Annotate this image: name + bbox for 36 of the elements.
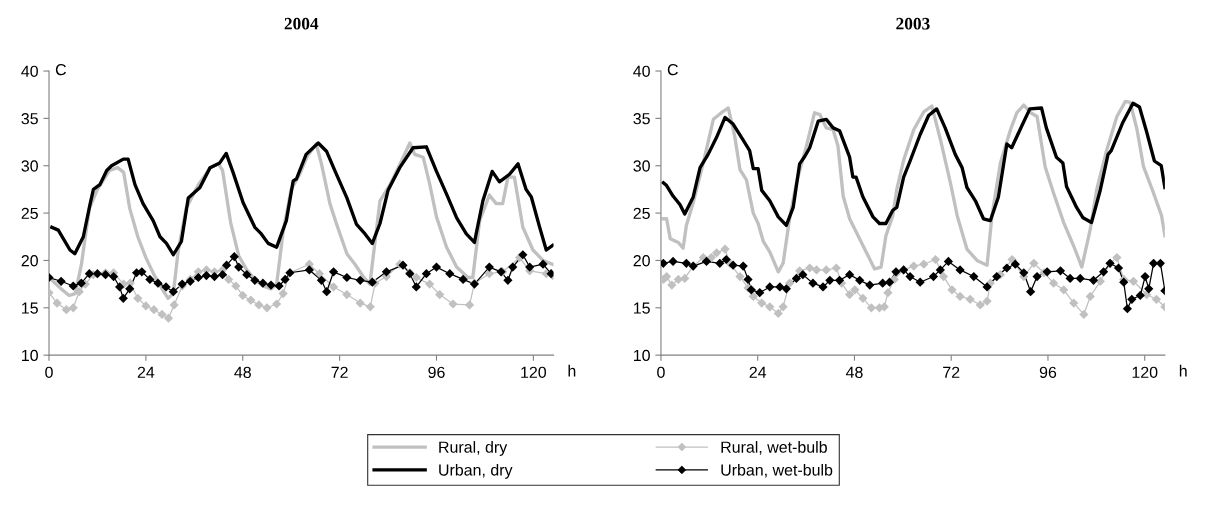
x-tick-label: 72 [331, 366, 348, 378]
y-tick-label: 35 [633, 113, 650, 125]
y-axis-title: C [667, 64, 678, 76]
y-tick-label: 10 [22, 349, 38, 362]
legend-label: Rural, dry [439, 441, 508, 456]
x-tick-label: 120 [1132, 366, 1158, 378]
y-tick-label: 15 [633, 302, 650, 314]
y-tick-label: 25 [21, 207, 38, 220]
x-axis-title: h [568, 364, 576, 377]
x-tick-label: 24 [749, 366, 767, 378]
x-tick-label: 0 [45, 366, 53, 378]
y-axis-title: C [55, 64, 66, 76]
y-tick-label: 40 [21, 65, 38, 77]
x-tick-label: 24 [137, 366, 155, 378]
chart-title: 2003 [896, 17, 930, 30]
y-tick-label: 30 [21, 160, 38, 172]
y-tick-label: 35 [21, 113, 38, 125]
x-tick-label: 0 [657, 366, 665, 378]
x-tick-label: 120 [521, 366, 547, 378]
y-tick-label: 20 [633, 255, 650, 267]
y-tick-label: 20 [21, 255, 38, 267]
legend-label: Rural, wet-bulb [721, 441, 827, 455]
x-tick-label: 48 [234, 366, 251, 378]
x-tick-label: 72 [943, 366, 960, 378]
y-tick-label: 10 [633, 349, 650, 362]
x-axis-title: h [1179, 364, 1187, 377]
y-tick-label: 30 [633, 160, 650, 172]
y-tick-label: 15 [22, 302, 38, 314]
x-tick-label: 96 [1039, 366, 1057, 378]
y-tick-label: 40 [633, 65, 650, 77]
legend-label: Urban, dry [439, 463, 513, 479]
x-tick-label: 96 [428, 366, 445, 378]
x-tick-label: 48 [845, 366, 863, 378]
legend-label: Urban, wet-bulb [721, 463, 833, 478]
y-tick-label: 25 [633, 207, 650, 220]
chart-title: 2004 [284, 17, 319, 30]
